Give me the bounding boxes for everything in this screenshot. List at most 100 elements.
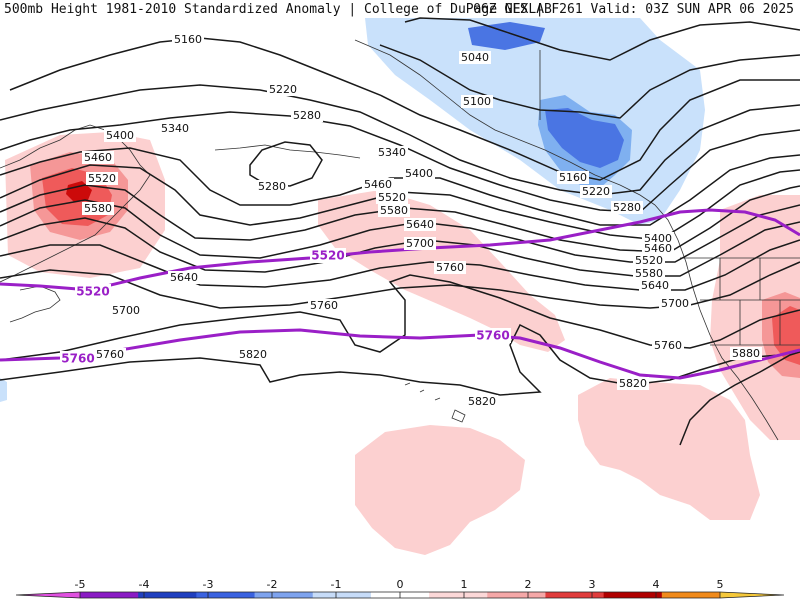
colorbar-bin xyxy=(429,592,488,598)
svg-text:5820: 5820 xyxy=(239,348,267,361)
contour-5160 xyxy=(9,37,800,181)
contour-label: 5820 xyxy=(237,348,269,361)
contour-label: 5580 xyxy=(378,204,410,217)
svg-text:5760: 5760 xyxy=(436,261,464,274)
negative-anomaly-light-region xyxy=(365,18,705,225)
contour-label: 5760 xyxy=(308,299,340,312)
positive-anomaly-westpac-core xyxy=(66,181,92,202)
coastlines xyxy=(0,39,800,441)
colorbar-low-arrow xyxy=(16,592,80,598)
highlight-label: 5760 xyxy=(60,351,96,366)
contour-5820 xyxy=(0,323,800,396)
contour-5100 xyxy=(379,44,800,119)
svg-text:5280: 5280 xyxy=(293,109,321,122)
contour-label: 5400 xyxy=(403,167,435,180)
colorbar-tick-label: -1 xyxy=(331,578,342,591)
contour-label: 5340 xyxy=(159,122,191,135)
contour-5520 xyxy=(0,199,800,263)
svg-text:5580: 5580 xyxy=(84,202,112,215)
svg-text:5160: 5160 xyxy=(174,33,202,46)
colorbar-tick-label: 3 xyxy=(589,578,596,591)
svg-text:5760: 5760 xyxy=(96,348,124,361)
svg-text:5760: 5760 xyxy=(654,339,682,352)
contour-label: 5640 xyxy=(168,271,200,284)
highlight-label: 5520 xyxy=(310,248,346,263)
colorbar-bin xyxy=(312,592,372,598)
contour-label: 5400 xyxy=(104,129,136,142)
colorbar: -5 -4 -3 -2 -1 0 1 2 3 4 5 xyxy=(15,578,785,599)
colorbar-tick-label: 4 xyxy=(653,578,660,591)
contour-5280 xyxy=(0,111,800,213)
colorbar-bin xyxy=(196,592,256,598)
contour-label: 5880 xyxy=(730,347,762,360)
svg-text:5640: 5640 xyxy=(170,271,198,284)
colorbar-bin xyxy=(254,592,314,598)
colorbar-tick-label: 0 xyxy=(397,578,404,591)
svg-text:5160: 5160 xyxy=(559,171,587,184)
asia-coastline xyxy=(0,124,151,283)
svg-text:5220: 5220 xyxy=(582,185,610,198)
svg-text:5280: 5280 xyxy=(613,201,641,214)
contour-5640 xyxy=(0,239,800,291)
svg-text:5520: 5520 xyxy=(378,191,406,204)
bc-coastline xyxy=(654,204,779,441)
contour-labels: 5160 5040 5100 5220 5280 5340 5400 5460 … xyxy=(82,33,762,408)
colorbar-tick-label: -2 xyxy=(267,578,278,591)
contour-label: 5640 xyxy=(404,218,436,231)
svg-text:5400: 5400 xyxy=(405,167,433,180)
contour-label: 5100 xyxy=(461,95,493,108)
contour-label: 5280 xyxy=(291,109,323,122)
svg-text:5640: 5640 xyxy=(406,218,434,231)
contour-label: 5460 xyxy=(82,151,114,164)
contour-5880 xyxy=(679,351,800,446)
contour-label: 5700 xyxy=(110,304,142,317)
contour-label: 5820 xyxy=(466,395,498,408)
alaska-coastline xyxy=(354,39,656,206)
colorbar-tick-label: 5 xyxy=(717,578,724,591)
highlight-labels: 5520 5520 5760 5760 xyxy=(60,248,511,366)
contour-label: 5760 xyxy=(94,348,126,361)
aleutian-chain xyxy=(214,144,361,159)
svg-text:5460: 5460 xyxy=(364,178,392,191)
svg-text:5760: 5760 xyxy=(61,352,94,366)
contour-label: 5520 xyxy=(376,191,408,204)
contour-5700 xyxy=(0,261,800,309)
negative-anomaly-strong-core xyxy=(545,108,624,168)
svg-text:5400: 5400 xyxy=(644,232,672,245)
header-valid-time: 06Z GFS | F261 Valid: 03Z SUN APR 06 202… xyxy=(473,2,794,17)
colorbar-bin xyxy=(545,592,605,598)
colorbar-bin xyxy=(603,592,663,598)
svg-text:5700: 5700 xyxy=(112,304,140,317)
header-title: 500mb Height 1981-2010 Standardized Anom… xyxy=(4,2,552,17)
contour-label: 5520 xyxy=(86,172,118,185)
highlight-label: 5760 xyxy=(475,328,511,343)
svg-text:5760: 5760 xyxy=(310,299,338,312)
colorbar-tick-label: -4 xyxy=(139,578,150,591)
contour-5040 xyxy=(404,17,800,61)
svg-text:5580: 5580 xyxy=(380,204,408,217)
height-contours xyxy=(0,17,800,446)
colorbar-tick-label: 2 xyxy=(525,578,532,591)
colorbar-tick-label: 1 xyxy=(461,578,468,591)
colorbar-tick-label: -5 xyxy=(75,578,86,591)
svg-text:5340: 5340 xyxy=(161,122,189,135)
contour-label: 5760 xyxy=(434,261,466,274)
contour-label: 5160 xyxy=(557,171,589,184)
contour-label: 5760 xyxy=(652,339,684,352)
svg-text:5460: 5460 xyxy=(84,151,112,164)
svg-text:5520: 5520 xyxy=(76,285,109,299)
colorbar-tick-label: -3 xyxy=(203,578,214,591)
svg-text:5280: 5280 xyxy=(258,180,286,193)
contour-label: 5280 xyxy=(256,180,288,193)
positive-anomaly-edge-left xyxy=(0,378,7,402)
svg-text:5700: 5700 xyxy=(406,237,434,250)
svg-text:5820: 5820 xyxy=(619,377,647,390)
contour-label: 5220 xyxy=(267,83,299,96)
positive-anomaly-southwest xyxy=(710,195,800,440)
hawaii-islands xyxy=(404,382,466,423)
positive-anomaly-subtropical xyxy=(355,425,525,555)
contour-label: 5700 xyxy=(404,237,436,250)
svg-text:5220: 5220 xyxy=(269,83,297,96)
japan-coastline xyxy=(9,285,61,323)
